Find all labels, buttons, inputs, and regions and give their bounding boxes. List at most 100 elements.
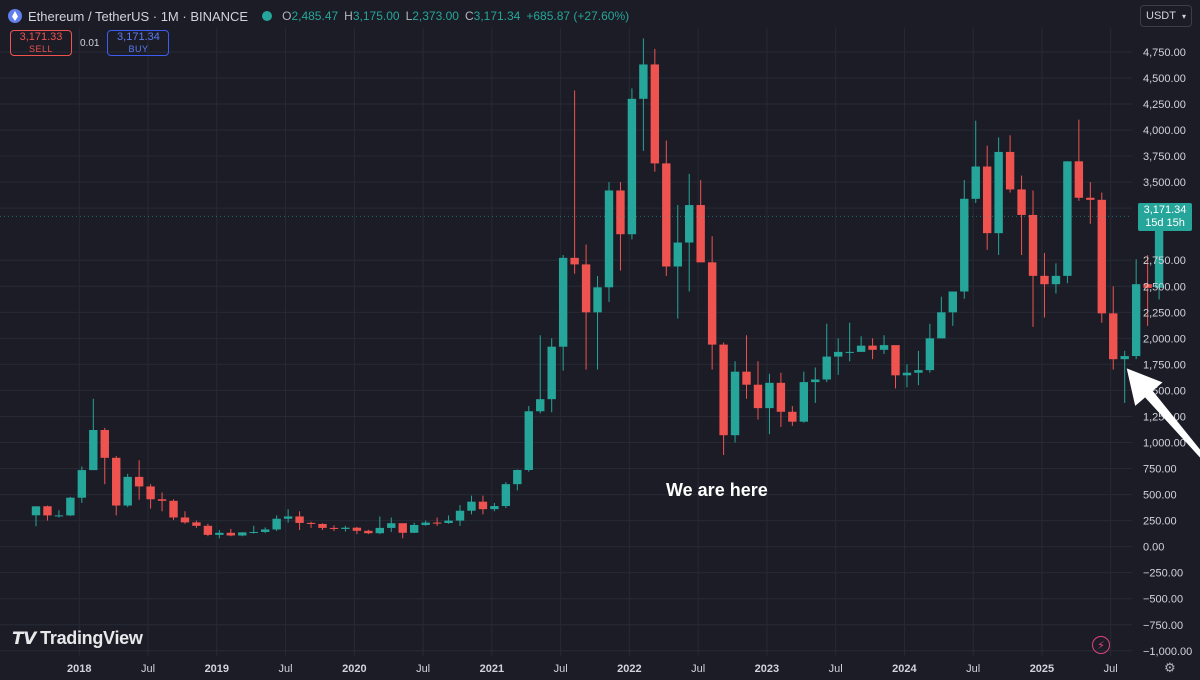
candle-up [387,517,396,533]
candle-body [341,527,350,529]
candle-down [100,427,109,485]
candle-body [1131,284,1141,357]
price-tick-label: 1,000.00 [1143,438,1186,450]
candle-up [261,527,270,534]
candle-body [409,524,419,533]
time-axis[interactable]: 2018 Jul 2019 Jul 2020 Jul 2021 Jul 2022 Jul 2023 J… [67,663,1118,675]
candle-body [925,338,935,371]
candle-body [249,531,258,533]
tradingview-logo[interactable]: 𝙏𝙑 TradingView [12,628,143,649]
logo-text: TradingView [40,628,143,648]
time-tick-label: Jul [416,663,430,675]
candle-body [811,379,820,383]
grid-lines [0,28,1132,656]
candle-down [616,182,625,271]
candle-body [169,500,178,518]
candle-up [627,88,637,240]
lightning-icon[interactable]: ⚡ [1092,636,1110,654]
candle-body [398,523,407,533]
candle-down [982,145,992,250]
candle-body [1005,151,1015,190]
candle-down [43,505,52,521]
candle-down [398,523,407,539]
candle-down [203,523,213,537]
candle-body [558,257,568,347]
candle-down [696,180,705,263]
candle-down [1005,135,1015,193]
price-tick-label: 0.00 [1143,542,1164,554]
tradingview-logo-icon: 𝙏𝙑 [12,628,37,648]
candle-body [146,486,155,500]
gear-icon[interactable]: ⚙ [1164,660,1176,675]
candle-up [54,510,64,518]
candle-up [341,525,350,532]
candle-body [1154,216,1164,288]
candle-down [112,456,121,516]
buy-label: BUY [128,44,149,54]
candle-body [696,205,705,263]
close-value: 3,171.34 [473,9,521,23]
candle-body [730,371,740,436]
time-tick-label: 2021 [480,663,504,675]
price-tick-label: 250.00 [1143,516,1177,528]
buy-price: 3,171.34 [117,31,160,43]
price-tick-label: 2,000.00 [1143,333,1186,345]
candle-up [513,469,522,491]
candle-body [616,190,625,235]
spread-value: 0.01 [80,37,100,49]
time-tick-label: 2025 [1030,663,1054,675]
candle-up [455,504,465,526]
time-tick-label: 2020 [342,663,366,675]
candle-up [409,522,419,534]
candle-body [845,351,854,353]
candle-body [982,166,992,234]
candle-body [329,527,339,529]
candle-up [1120,350,1129,403]
candle-body [1109,313,1118,360]
candle-body [1051,275,1061,285]
candle-body [1086,197,1095,200]
price-axis[interactable]: 4,750.00 4,500.00 4,250.00 4,000.00 3,750.00… [1143,47,1192,658]
candle-body [753,384,763,409]
candle-body [685,205,694,243]
price-tick-label: −1,000.00 [1143,646,1192,658]
buy-button[interactable]: 3,171.34 BUY [107,30,170,56]
candle-body [1074,161,1084,198]
candle-body [650,64,660,164]
candle-up [524,406,533,472]
candle-body [1017,189,1026,215]
annotation-arrow-shape [1126,368,1200,458]
candle-body [834,351,843,357]
candle-up [902,364,912,388]
ohlc-values: O2,485.47 H3,175.00 L2,373.00 C3,171.34 … [282,9,629,23]
close-label: C [464,9,474,23]
candle-up [536,335,545,414]
candle-body [662,163,671,267]
candle-body [639,64,648,99]
candle-body [180,517,190,523]
candle-body [54,515,64,517]
currency-select[interactable]: USDT ▾ [1140,5,1192,27]
candle-body [994,151,1003,234]
candle-down [581,244,591,370]
candle-body [203,525,213,535]
candle-up [948,291,957,326]
candle-up [914,350,923,386]
candle-down [295,511,304,530]
candle-up [994,137,1003,256]
candle-countdown: 15d 15h [1145,217,1185,229]
annotation-text: We are here [666,480,768,500]
time-tick-label: Jul [829,663,843,675]
candle-up [501,482,511,509]
price-tick-label: 3,500.00 [1143,177,1186,189]
candle-body [1040,275,1049,285]
candle-body [524,411,533,470]
candle-down [753,361,763,420]
symbol-title[interactable]: Ethereum / TetherUS · 1M · BINANCE [28,8,249,24]
candle-body [444,520,453,524]
sell-button[interactable]: 3,171.33 SELL [10,30,72,56]
candle-up [1063,161,1072,284]
candle-body [192,522,201,526]
candle-down [868,338,877,360]
